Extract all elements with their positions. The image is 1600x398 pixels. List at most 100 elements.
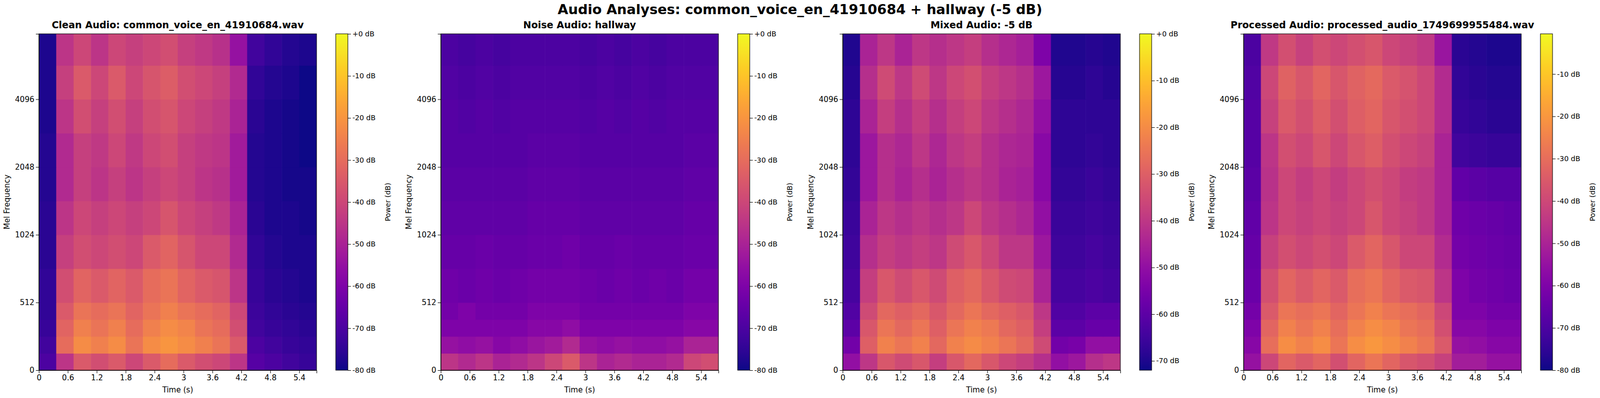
tick-label: 1.2 [1295, 373, 1308, 383]
tick-label: 0.6 [463, 373, 477, 383]
tick-label: -20 dB [352, 113, 376, 122]
cell [177, 336, 196, 354]
tick-label: 1.8 [1324, 373, 1337, 383]
cell [1365, 268, 1383, 303]
cell [1347, 352, 1366, 371]
cell [527, 133, 546, 168]
cell [859, 234, 878, 270]
cell [1504, 302, 1522, 320]
cell [859, 167, 878, 202]
tick: -30 dB [749, 156, 778, 165]
cell [108, 65, 127, 100]
cell [1068, 99, 1087, 134]
cell [596, 336, 615, 354]
cell [1469, 302, 1487, 320]
tick-label: 2.4 [1353, 373, 1366, 383]
tick-label: 1.8 [119, 373, 132, 383]
cell [1486, 133, 1505, 168]
cell [1504, 33, 1522, 66]
cell [562, 234, 581, 270]
cell [1068, 167, 1087, 202]
cell [90, 33, 109, 66]
cell [1016, 167, 1035, 202]
cell [544, 200, 563, 236]
cell [73, 33, 92, 66]
cell [964, 234, 983, 270]
cell [998, 268, 1017, 303]
cell [1504, 319, 1522, 337]
cell [475, 268, 494, 303]
cell [579, 200, 598, 236]
cell [38, 234, 57, 270]
tick-label: 4.8 [1068, 373, 1081, 383]
cell [510, 268, 529, 303]
cell [562, 302, 581, 320]
cell [125, 302, 144, 320]
tick-label: -40 dB [1156, 216, 1180, 225]
tick: -30 dB [1151, 169, 1180, 178]
cell [212, 302, 231, 320]
cell [527, 336, 546, 354]
cell [125, 99, 144, 134]
tick-mark [347, 328, 351, 329]
tick: -70 dB [749, 324, 778, 333]
colorbar-gradient [1540, 33, 1553, 371]
tick-label: -10 dB [1156, 76, 1180, 85]
cell [160, 302, 179, 320]
cell [596, 268, 615, 303]
tick-label: 4096 [417, 94, 437, 105]
tick-mark [347, 75, 351, 77]
cell [1434, 33, 1453, 66]
cell [1295, 33, 1314, 66]
cell [1365, 65, 1383, 100]
cell [946, 352, 965, 371]
cell [1330, 167, 1349, 202]
tick-label: 1.2 [492, 373, 505, 383]
cell [510, 33, 529, 66]
cell [527, 302, 546, 320]
cell [1504, 133, 1522, 168]
tick-label: 1.8 [521, 373, 534, 383]
tick-mark [1151, 220, 1155, 222]
cell [90, 65, 109, 100]
cell [842, 133, 861, 168]
cell [1085, 200, 1104, 236]
tick: 2048 [818, 162, 843, 172]
cell [440, 234, 459, 270]
tick-label: 0 [29, 365, 35, 375]
cell [299, 302, 317, 320]
tick-label: -50 dB [754, 239, 778, 248]
cell [1313, 302, 1331, 320]
cell [1103, 65, 1121, 100]
cell [1243, 133, 1262, 168]
tick-mark [437, 234, 441, 236]
cell [1434, 319, 1453, 337]
tick-label: 0.6 [1266, 373, 1279, 383]
cell [929, 336, 948, 354]
cell [73, 319, 92, 337]
tick: 2.4 [952, 370, 965, 383]
cell [579, 302, 598, 320]
cell [212, 167, 231, 202]
cell [1469, 133, 1487, 168]
cell [281, 200, 300, 236]
tick-mark [749, 370, 753, 371]
cell [299, 336, 317, 354]
x-axis-title: Time (s) [1366, 385, 1399, 395]
tick: 4.8 [666, 370, 679, 383]
tick: 4.2 [1039, 370, 1052, 383]
tick-label: 2048 [1219, 162, 1240, 172]
cell [562, 319, 581, 337]
cell [683, 336, 702, 354]
tick-label: -70 dB [352, 324, 376, 333]
cell [1330, 352, 1349, 371]
cell [562, 336, 581, 354]
cell [1399, 99, 1418, 134]
tick-mark [1240, 302, 1244, 303]
cell [38, 65, 57, 100]
tick-label: 4.8 [1469, 373, 1482, 383]
cell [38, 33, 57, 66]
cell [1016, 33, 1035, 66]
cell [264, 133, 283, 168]
tick-label: 2048 [818, 162, 839, 172]
